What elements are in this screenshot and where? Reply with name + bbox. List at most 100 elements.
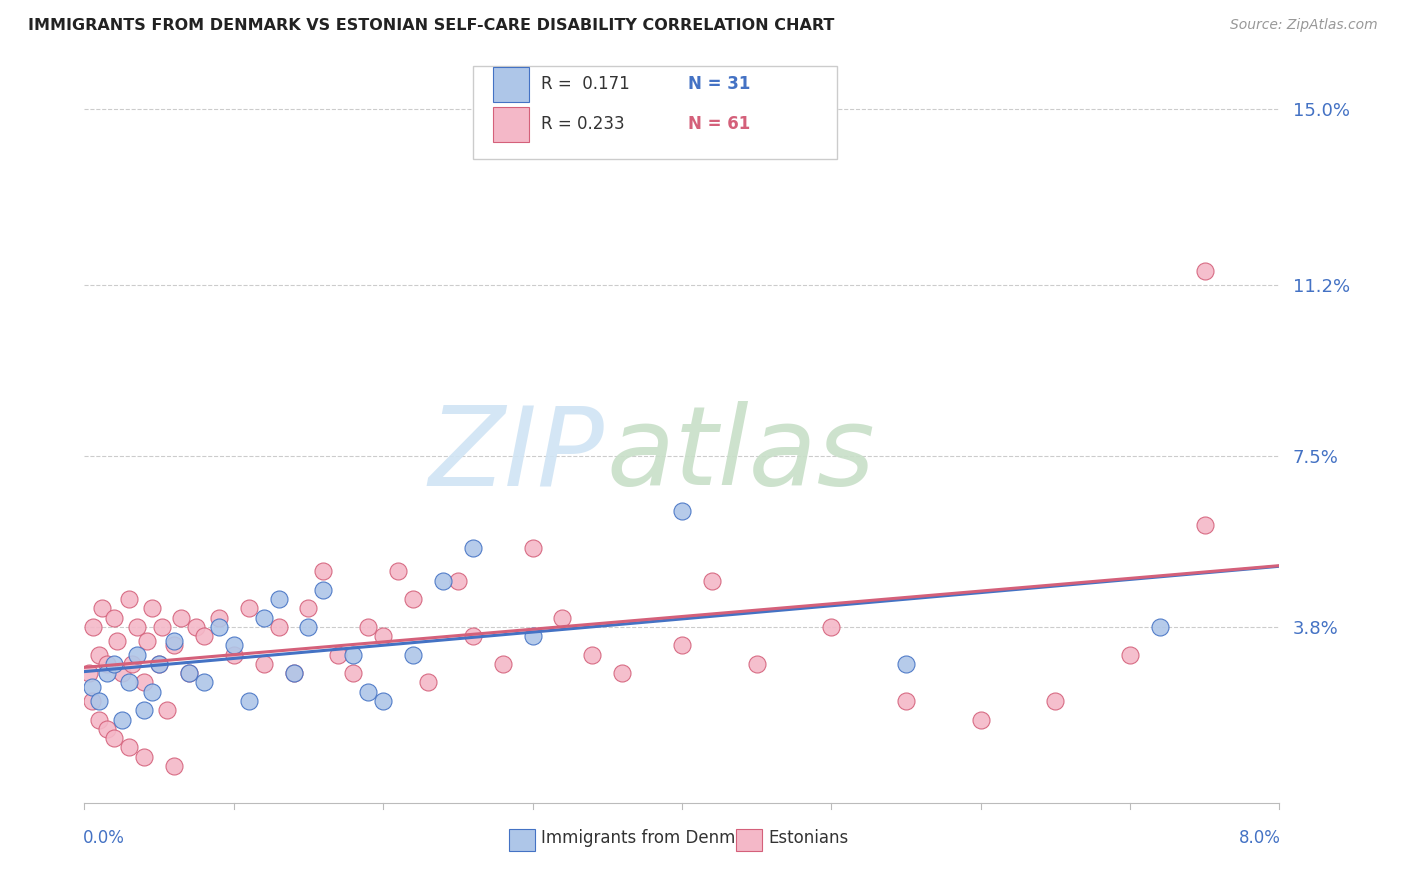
Point (342, 648, 364, 662)
Point (111, 713, 134, 727)
Point (132, 703, 156, 717)
Text: ZIP: ZIP (429, 401, 605, 508)
Point (155, 703, 177, 717)
FancyBboxPatch shape (494, 107, 529, 142)
Point (357, 620, 380, 634)
Point (238, 694, 260, 708)
Point (163, 639, 186, 653)
Text: R = 0.233: R = 0.233 (541, 115, 624, 134)
Point (342, 666, 364, 681)
Point (222, 639, 245, 653)
Text: Source: ZipAtlas.com: Source: ZipAtlas.com (1230, 18, 1378, 32)
Point (671, 504, 693, 518)
Text: IMMIGRANTS FROM DENMARK VS ESTONIAN SELF-CARE DISABILITY CORRELATION CHART: IMMIGRANTS FROM DENMARK VS ESTONIAN SELF… (28, 18, 835, 33)
Point (177, 666, 200, 681)
FancyBboxPatch shape (472, 66, 838, 159)
Point (581, 648, 603, 662)
Point (222, 648, 245, 662)
Point (103, 731, 125, 745)
Point (96, 666, 118, 681)
Text: Immigrants from Denmark: Immigrants from Denmark (541, 830, 762, 847)
Point (125, 648, 148, 662)
Point (522, 541, 544, 556)
Point (283, 666, 305, 681)
Text: 8.0%: 8.0% (1239, 830, 1281, 847)
Point (103, 657, 125, 671)
Point (970, 713, 993, 727)
Point (148, 657, 170, 671)
Point (387, 565, 409, 579)
Point (373, 629, 395, 643)
Point (551, 610, 574, 624)
Point (1119, 648, 1142, 662)
Point (461, 629, 484, 643)
Text: N = 31: N = 31 (688, 76, 751, 94)
Point (150, 620, 173, 634)
Point (118, 675, 141, 690)
Point (132, 675, 156, 690)
Point (522, 629, 544, 643)
Point (238, 601, 260, 615)
Point (105, 633, 128, 648)
Point (141, 685, 163, 699)
Point (267, 592, 290, 607)
FancyBboxPatch shape (494, 67, 529, 103)
Point (373, 694, 395, 708)
Point (1149, 620, 1171, 634)
Text: 0.0%: 0.0% (83, 830, 125, 847)
Point (432, 574, 454, 588)
Point (312, 565, 335, 579)
Point (89, 713, 111, 727)
Point (136, 633, 159, 648)
Point (103, 610, 125, 624)
Point (357, 685, 380, 699)
Point (312, 582, 335, 597)
Point (328, 648, 350, 662)
Point (492, 657, 515, 671)
Point (208, 620, 231, 634)
Point (447, 574, 470, 588)
Point (193, 675, 215, 690)
Point (1045, 694, 1067, 708)
Point (745, 657, 768, 671)
Point (89, 648, 111, 662)
Point (80, 694, 103, 708)
FancyBboxPatch shape (735, 829, 762, 851)
Point (461, 541, 484, 556)
Point (1194, 518, 1216, 533)
Point (820, 620, 842, 634)
Point (671, 639, 693, 653)
Point (894, 657, 917, 671)
FancyBboxPatch shape (509, 829, 534, 851)
Point (402, 648, 425, 662)
Text: Estonians: Estonians (768, 830, 848, 847)
Point (253, 657, 276, 671)
Point (132, 749, 156, 764)
Text: N = 61: N = 61 (688, 115, 751, 134)
Point (91, 601, 114, 615)
Point (1194, 263, 1216, 277)
Point (416, 675, 439, 690)
Point (141, 601, 163, 615)
Point (163, 758, 186, 772)
Point (267, 620, 290, 634)
Point (96, 657, 118, 671)
Point (186, 620, 208, 634)
Point (283, 666, 305, 681)
Point (208, 610, 231, 624)
Point (170, 610, 193, 624)
Point (402, 592, 425, 607)
Point (89, 694, 111, 708)
Text: atlas: atlas (606, 401, 876, 508)
Point (118, 740, 141, 755)
Point (77, 666, 100, 681)
Text: R =  0.171: R = 0.171 (541, 76, 630, 94)
Point (253, 610, 276, 624)
Point (111, 666, 134, 681)
Point (80, 680, 103, 694)
Point (894, 694, 917, 708)
Point (163, 633, 186, 648)
Point (148, 657, 170, 671)
Point (125, 620, 148, 634)
Point (177, 666, 200, 681)
